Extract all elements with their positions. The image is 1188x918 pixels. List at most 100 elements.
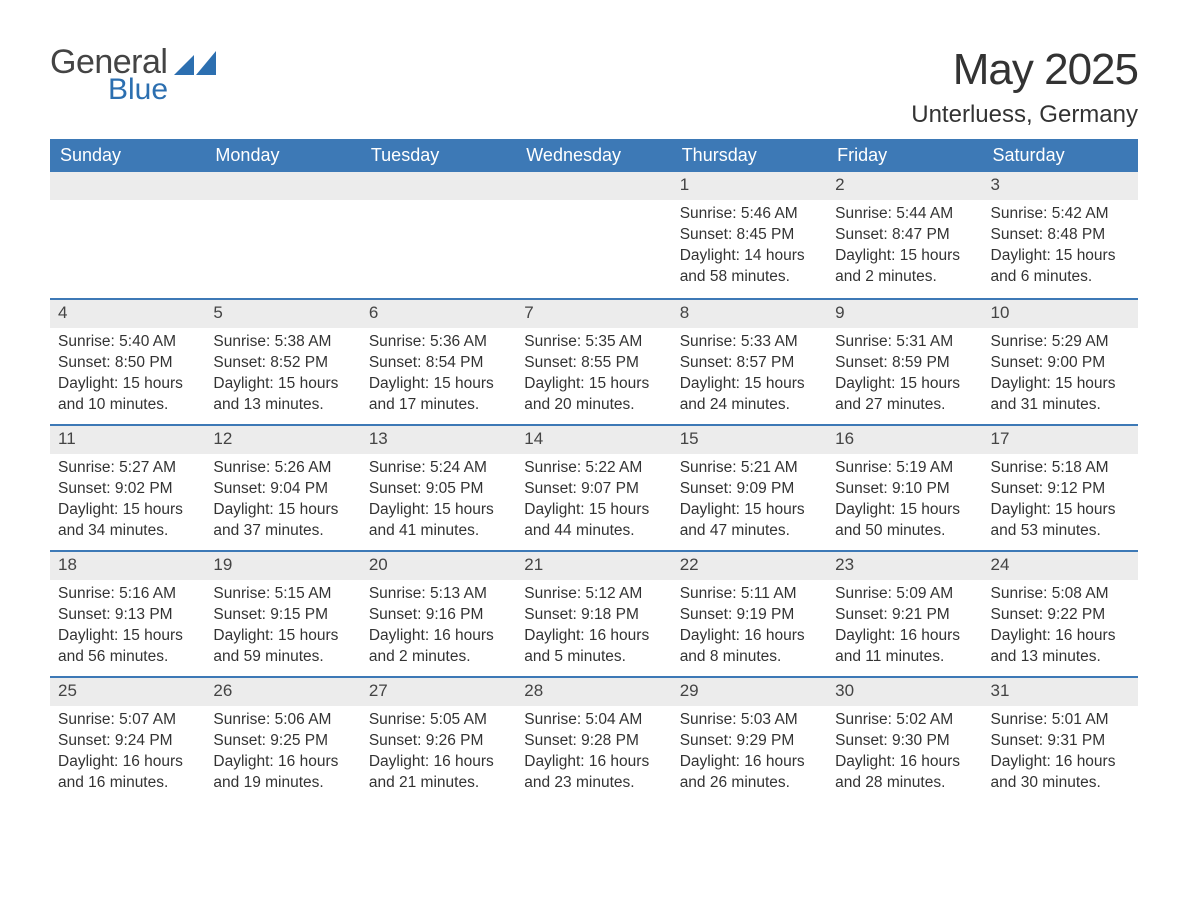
day-number [516, 172, 671, 200]
day-number: 3 [983, 172, 1138, 200]
sunset-line: Sunset: 9:09 PM [680, 479, 819, 500]
day-number: 10 [983, 300, 1138, 328]
day-body: Sunrise: 5:36 AMSunset: 8:54 PMDaylight:… [361, 328, 516, 422]
day-cell [516, 172, 671, 298]
daylight-line: Daylight: 14 hours and 58 minutes. [680, 246, 819, 288]
day-number [50, 172, 205, 200]
weekday-saturday: Saturday [983, 139, 1138, 172]
daylight-line: Daylight: 16 hours and 19 minutes. [213, 752, 352, 794]
sunset-line: Sunset: 9:21 PM [835, 605, 974, 626]
day-body: Sunrise: 5:27 AMSunset: 9:02 PMDaylight:… [50, 454, 205, 548]
daylight-line: Daylight: 16 hours and 28 minutes. [835, 752, 974, 794]
sunrise-line: Sunrise: 5:21 AM [680, 458, 819, 479]
daylight-line: Daylight: 16 hours and 23 minutes. [524, 752, 663, 794]
day-body: Sunrise: 5:09 AMSunset: 9:21 PMDaylight:… [827, 580, 982, 674]
day-cell: 26Sunrise: 5:06 AMSunset: 9:25 PMDayligh… [205, 678, 360, 802]
sunrise-line: Sunrise: 5:05 AM [369, 710, 508, 731]
day-cell: 6Sunrise: 5:36 AMSunset: 8:54 PMDaylight… [361, 300, 516, 424]
sunrise-line: Sunrise: 5:29 AM [991, 332, 1130, 353]
day-number: 12 [205, 426, 360, 454]
sunrise-line: Sunrise: 5:07 AM [58, 710, 197, 731]
week-row: 11Sunrise: 5:27 AMSunset: 9:02 PMDayligh… [50, 424, 1138, 550]
sunrise-line: Sunrise: 5:38 AM [213, 332, 352, 353]
sunset-line: Sunset: 8:54 PM [369, 353, 508, 374]
sunrise-line: Sunrise: 5:08 AM [991, 584, 1130, 605]
week-row: 1Sunrise: 5:46 AMSunset: 8:45 PMDaylight… [50, 172, 1138, 298]
daylight-line: Daylight: 16 hours and 5 minutes. [524, 626, 663, 668]
day-cell: 15Sunrise: 5:21 AMSunset: 9:09 PMDayligh… [672, 426, 827, 550]
sunrise-line: Sunrise: 5:19 AM [835, 458, 974, 479]
sunrise-line: Sunrise: 5:09 AM [835, 584, 974, 605]
day-cell: 1Sunrise: 5:46 AMSunset: 8:45 PMDaylight… [672, 172, 827, 298]
daylight-line: Daylight: 15 hours and 27 minutes. [835, 374, 974, 416]
day-cell: 13Sunrise: 5:24 AMSunset: 9:05 PMDayligh… [361, 426, 516, 550]
day-body: Sunrise: 5:31 AMSunset: 8:59 PMDaylight:… [827, 328, 982, 422]
sunrise-line: Sunrise: 5:12 AM [524, 584, 663, 605]
day-body: Sunrise: 5:22 AMSunset: 9:07 PMDaylight:… [516, 454, 671, 548]
daylight-line: Daylight: 15 hours and 59 minutes. [213, 626, 352, 668]
day-body: Sunrise: 5:07 AMSunset: 9:24 PMDaylight:… [50, 706, 205, 800]
day-number: 24 [983, 552, 1138, 580]
sunset-line: Sunset: 9:31 PM [991, 731, 1130, 752]
sunrise-line: Sunrise: 5:02 AM [835, 710, 974, 731]
day-number: 22 [672, 552, 827, 580]
day-body: Sunrise: 5:03 AMSunset: 9:29 PMDaylight:… [672, 706, 827, 800]
sunset-line: Sunset: 9:26 PM [369, 731, 508, 752]
sunset-line: Sunset: 9:16 PM [369, 605, 508, 626]
day-body: Sunrise: 5:11 AMSunset: 9:19 PMDaylight:… [672, 580, 827, 674]
day-number: 8 [672, 300, 827, 328]
day-number: 19 [205, 552, 360, 580]
day-body: Sunrise: 5:15 AMSunset: 9:15 PMDaylight:… [205, 580, 360, 674]
day-cell: 21Sunrise: 5:12 AMSunset: 9:18 PMDayligh… [516, 552, 671, 676]
day-number [205, 172, 360, 200]
day-cell: 16Sunrise: 5:19 AMSunset: 9:10 PMDayligh… [827, 426, 982, 550]
day-body: Sunrise: 5:24 AMSunset: 9:05 PMDaylight:… [361, 454, 516, 548]
sunset-line: Sunset: 8:45 PM [680, 225, 819, 246]
sunset-line: Sunset: 9:04 PM [213, 479, 352, 500]
location: Unterluess, Germany [911, 101, 1138, 129]
daylight-line: Daylight: 16 hours and 11 minutes. [835, 626, 974, 668]
sunset-line: Sunset: 9:07 PM [524, 479, 663, 500]
weekday-friday: Friday [827, 139, 982, 172]
day-cell: 4Sunrise: 5:40 AMSunset: 8:50 PMDaylight… [50, 300, 205, 424]
daylight-line: Daylight: 16 hours and 2 minutes. [369, 626, 508, 668]
day-cell: 31Sunrise: 5:01 AMSunset: 9:31 PMDayligh… [983, 678, 1138, 802]
sunset-line: Sunset: 9:28 PM [524, 731, 663, 752]
day-body: Sunrise: 5:35 AMSunset: 8:55 PMDaylight:… [516, 328, 671, 422]
day-cell: 27Sunrise: 5:05 AMSunset: 9:26 PMDayligh… [361, 678, 516, 802]
sunrise-line: Sunrise: 5:15 AM [213, 584, 352, 605]
daylight-line: Daylight: 15 hours and 50 minutes. [835, 500, 974, 542]
day-number: 6 [361, 300, 516, 328]
sunset-line: Sunset: 9:02 PM [58, 479, 197, 500]
sunrise-line: Sunrise: 5:36 AM [369, 332, 508, 353]
sunrise-line: Sunrise: 5:35 AM [524, 332, 663, 353]
day-cell: 29Sunrise: 5:03 AMSunset: 9:29 PMDayligh… [672, 678, 827, 802]
daylight-line: Daylight: 15 hours and 47 minutes. [680, 500, 819, 542]
day-body: Sunrise: 5:44 AMSunset: 8:47 PMDaylight:… [827, 200, 982, 294]
day-cell: 22Sunrise: 5:11 AMSunset: 9:19 PMDayligh… [672, 552, 827, 676]
sunrise-line: Sunrise: 5:01 AM [991, 710, 1130, 731]
day-number: 21 [516, 552, 671, 580]
day-number: 14 [516, 426, 671, 454]
day-number: 13 [361, 426, 516, 454]
day-number: 11 [50, 426, 205, 454]
daylight-line: Daylight: 16 hours and 16 minutes. [58, 752, 197, 794]
day-body: Sunrise: 5:33 AMSunset: 8:57 PMDaylight:… [672, 328, 827, 422]
daylight-line: Daylight: 15 hours and 13 minutes. [213, 374, 352, 416]
day-number: 28 [516, 678, 671, 706]
sunrise-line: Sunrise: 5:11 AM [680, 584, 819, 605]
sunset-line: Sunset: 9:29 PM [680, 731, 819, 752]
day-cell: 5Sunrise: 5:38 AMSunset: 8:52 PMDaylight… [205, 300, 360, 424]
day-body: Sunrise: 5:40 AMSunset: 8:50 PMDaylight:… [50, 328, 205, 422]
sunset-line: Sunset: 8:52 PM [213, 353, 352, 374]
sunrise-line: Sunrise: 5:27 AM [58, 458, 197, 479]
day-cell: 2Sunrise: 5:44 AMSunset: 8:47 PMDaylight… [827, 172, 982, 298]
weekday-thursday: Thursday [672, 139, 827, 172]
sunset-line: Sunset: 9:24 PM [58, 731, 197, 752]
sunrise-line: Sunrise: 5:40 AM [58, 332, 197, 353]
daylight-line: Daylight: 15 hours and 37 minutes. [213, 500, 352, 542]
day-cell: 10Sunrise: 5:29 AMSunset: 9:00 PMDayligh… [983, 300, 1138, 424]
sunrise-line: Sunrise: 5:06 AM [213, 710, 352, 731]
daylight-line: Daylight: 15 hours and 44 minutes. [524, 500, 663, 542]
sunrise-line: Sunrise: 5:33 AM [680, 332, 819, 353]
